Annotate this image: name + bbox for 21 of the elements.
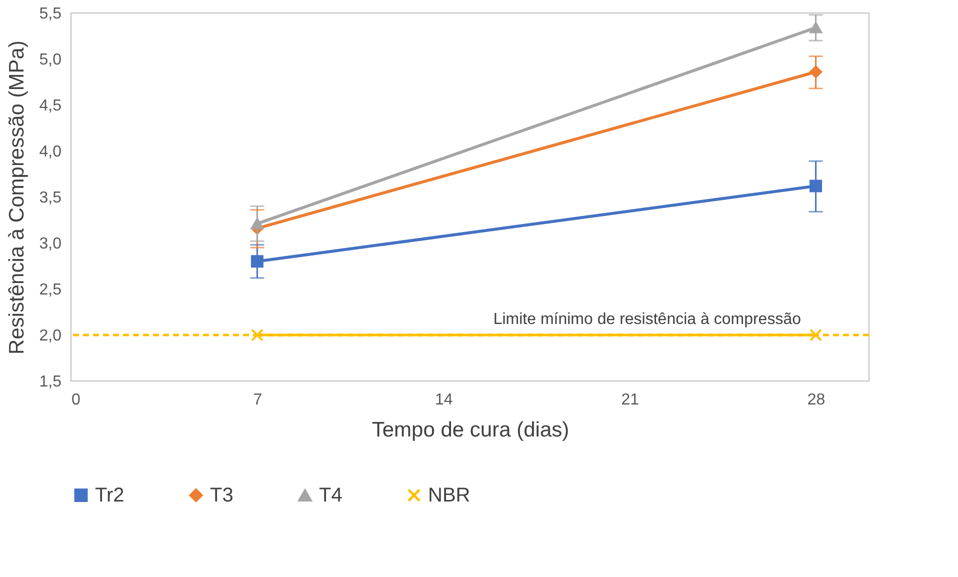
x-tick-label: 28 — [807, 392, 826, 408]
legend-label: Tr2 — [95, 484, 124, 506]
y-tick-label: 4,0 — [39, 144, 62, 160]
y-tick-label: 5,0 — [39, 52, 62, 68]
legend-label: T4 — [319, 484, 342, 506]
x-axis-title: Tempo de cura (dias) — [372, 418, 570, 442]
y-tick-label: 2,5 — [39, 282, 62, 298]
x-tick-label: 7 — [253, 392, 262, 408]
legend-label: NBR — [428, 484, 470, 506]
legend-label: T3 — [210, 484, 234, 506]
y-tick-label: 2,0 — [39, 328, 62, 344]
ref-line-label: Limite mínimo de resistência à compressão — [493, 311, 802, 328]
x-tick-label: 14 — [435, 392, 453, 408]
y-tick-label: 3,0 — [39, 236, 62, 252]
y-tick-label: 1,5 — [39, 374, 62, 390]
x-tick-label: 0 — [72, 392, 80, 408]
y-tick-label: 5,5 — [39, 6, 62, 22]
y-tick-label: 4,5 — [39, 98, 62, 114]
y-tick-label: 3,5 — [39, 190, 62, 206]
y-axis-title: Resistência à Compressão (MPa) — [5, 40, 28, 354]
x-tick-label: 21 — [621, 392, 640, 408]
